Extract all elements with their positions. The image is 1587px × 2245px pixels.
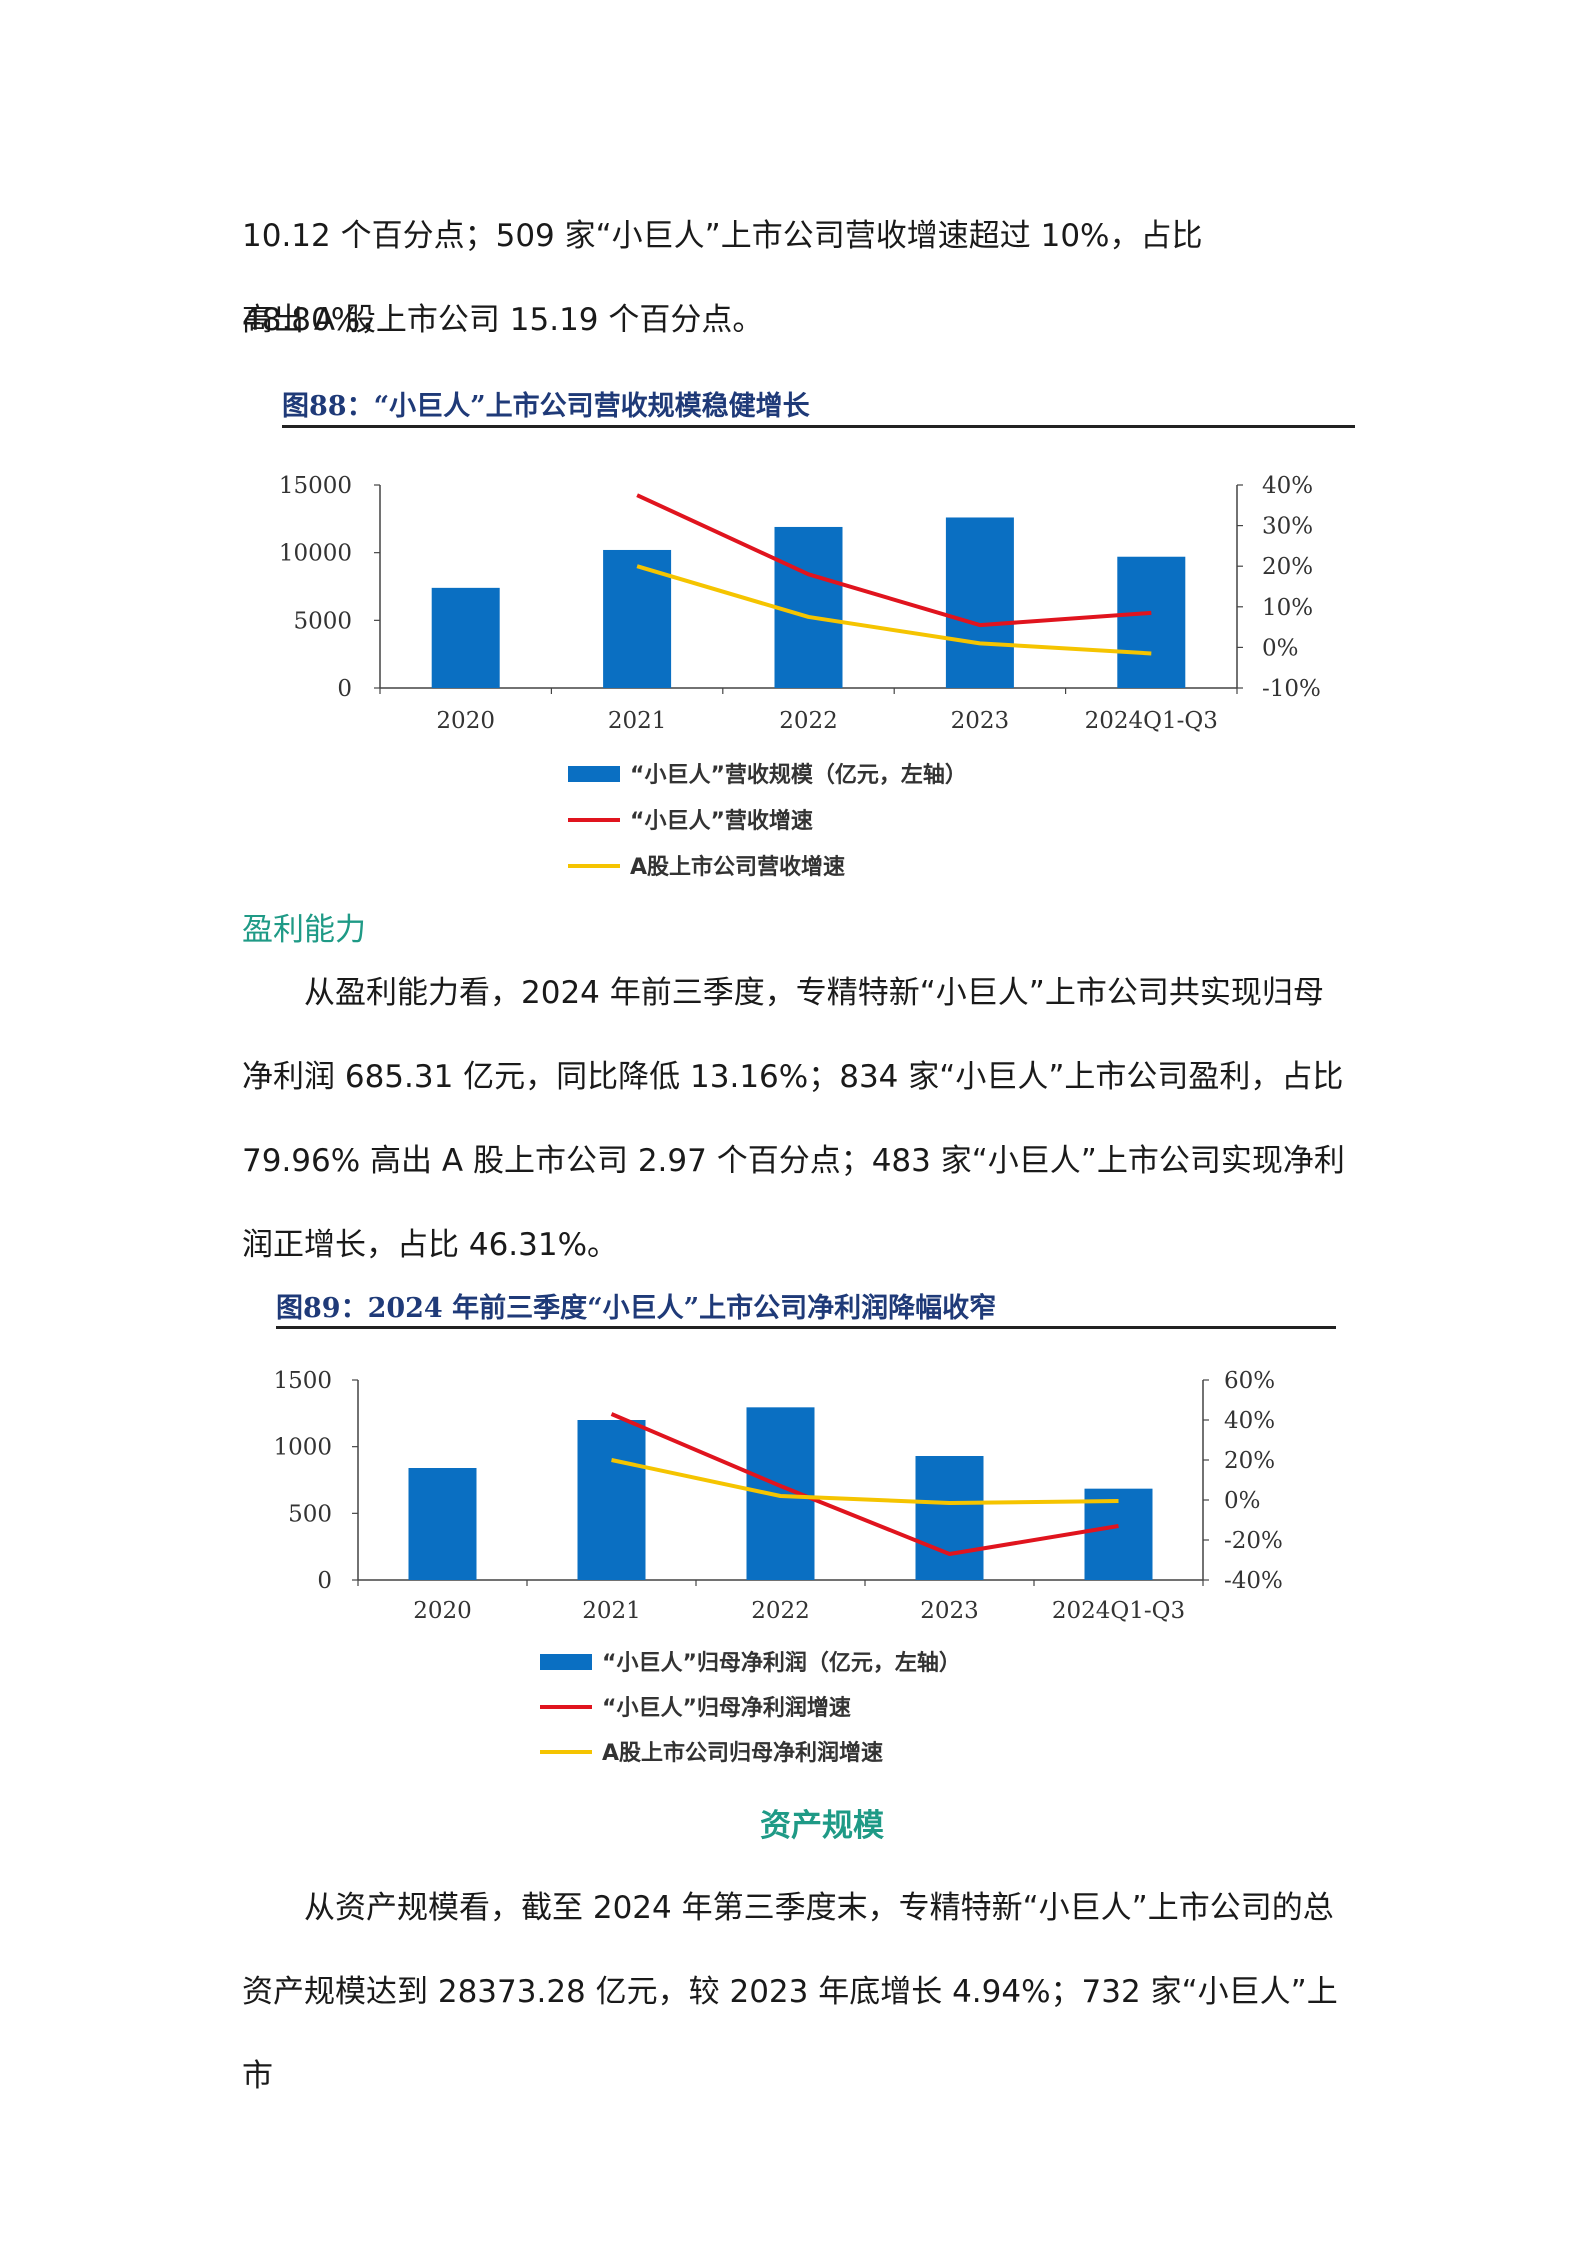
y-left-tick-label: 0 [317,1568,332,1594]
bar [915,1456,984,1580]
x-tick-label: 2022 [779,708,838,734]
y-left-tick-label: 500 [288,1501,332,1527]
bar [945,517,1014,688]
x-tick-label: 2020 [413,1598,472,1624]
x-tick-label: 2023 [951,708,1010,734]
figure-88-rule [282,425,1355,428]
y-right-tick-label: 60% [1224,1368,1275,1394]
x-tick-label: 2023 [920,1598,979,1624]
y-left-tick-label: 1000 [273,1435,332,1461]
legend-label: A股上市公司营收增速 [630,854,845,880]
y-left-tick-label: 0 [337,676,352,702]
y-right-tick-label: 30% [1262,514,1313,540]
x-tick-label: 2020 [436,708,495,734]
x-tick-label: 2024Q1-Q3 [1085,708,1218,734]
series-line [636,493,1152,628]
paragraph-asset-scale: 从资产规模看，截至 2024 年第三季度末，专精特新“小巨人”上市公司的总资产规… [242,1890,1338,2094]
x-tick-label: 2024Q1-Q3 [1052,1598,1185,1624]
y-left-tick-label: 5000 [293,608,352,634]
bar [431,587,500,688]
y-right-tick-label: -40% [1224,1568,1283,1594]
figure-89-title: 图89：2024 年前三季度“小巨人”上市公司净利润降幅收窄 [276,1293,997,1324]
figure-88-title: 图88：“小巨人”上市公司营收规模稳健增长 [282,391,810,422]
y-right-tick-label: 0% [1262,635,1299,661]
y-right-tick-label: 40% [1262,473,1313,499]
section-heading-asset-scale: 资产规模 [760,1808,884,1844]
legend-swatch [568,766,620,782]
legend-label: A股上市公司归母净利润增速 [602,1740,883,1766]
bar [577,1420,646,1580]
legend-swatch [540,1654,592,1670]
y-right-tick-label: 0% [1224,1488,1261,1514]
legend-label: “小巨人”归母净利润（亿元，左轴） [602,1650,961,1676]
y-left-tick-label: 10000 [279,541,352,567]
series-line [610,1412,1119,1556]
series-line [611,1458,1119,1505]
y-left-tick-label: 15000 [279,473,352,499]
x-tick-label: 2021 [608,708,667,734]
section-heading-profitability: 盈利能力 [242,912,366,948]
series-line [636,564,1152,656]
y-right-tick-label: 40% [1224,1408,1275,1434]
paragraph-line: 高出 A 股上市公司 15.19 个百分点。 [242,302,764,338]
bar [1117,556,1186,688]
legend-label: “小巨人”营收增速 [630,808,813,834]
bar [1084,1488,1153,1580]
bar [408,1468,477,1580]
legend-label: “小巨人”营收规模（亿元，左轴） [630,762,967,788]
y-right-tick-label: -20% [1224,1528,1283,1554]
legend-label: “小巨人”归母净利润增速 [602,1695,851,1721]
x-tick-label: 2021 [582,1598,641,1624]
y-right-tick-label: 10% [1262,595,1313,621]
x-tick-label: 2022 [751,1598,810,1624]
paragraph-profitability: 从盈利能力看，2024 年前三季度，专精特新“小巨人”上市公司共实现归母净利润 … [242,975,1345,1263]
y-left-tick-label: 1500 [273,1368,332,1394]
y-right-tick-label: 20% [1262,554,1313,580]
figure-89-rule [276,1326,1336,1329]
y-right-tick-label: -10% [1262,676,1321,702]
y-right-tick-label: 20% [1224,1448,1275,1474]
paragraph-line: 10.12 个百分点；509 家“小巨人”上市公司营收增速超过 10%，占比 4… [242,218,1203,338]
bar [774,526,843,688]
